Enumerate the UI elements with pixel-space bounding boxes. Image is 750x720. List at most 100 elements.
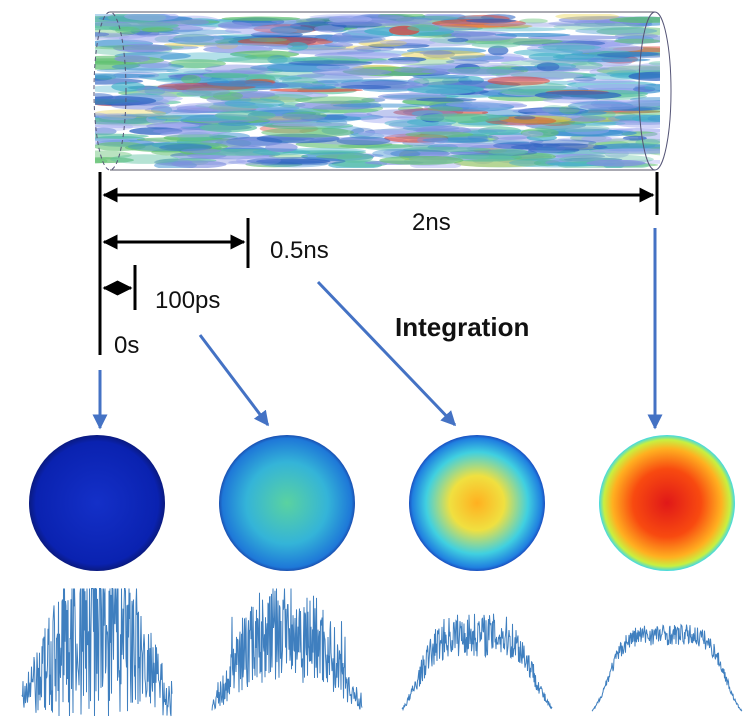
streak xyxy=(216,56,307,63)
streak xyxy=(95,112,107,118)
streak xyxy=(246,157,346,166)
streak xyxy=(379,39,436,46)
streak xyxy=(570,61,603,70)
streak xyxy=(256,158,331,164)
streak xyxy=(415,97,477,102)
intensity-profiles xyxy=(21,588,743,717)
streak xyxy=(114,55,151,63)
streak xyxy=(269,88,364,93)
time-label: 0s xyxy=(114,332,139,359)
streak xyxy=(281,111,327,120)
streak xyxy=(221,16,301,21)
annotation: Integration xyxy=(395,312,529,342)
streak xyxy=(465,18,517,23)
streak xyxy=(550,129,637,137)
streak xyxy=(530,139,597,146)
streak xyxy=(557,136,630,143)
streak xyxy=(609,16,660,23)
streak xyxy=(314,25,345,33)
streak xyxy=(336,136,391,146)
streak xyxy=(119,31,180,36)
arrows xyxy=(92,228,663,430)
time-label: 2ns xyxy=(412,209,451,236)
streak xyxy=(122,44,173,53)
streak xyxy=(407,84,484,94)
streak xyxy=(445,100,524,108)
streak xyxy=(553,22,645,31)
profile-curve xyxy=(591,623,743,712)
streak xyxy=(212,91,243,101)
streak xyxy=(153,123,200,128)
streak xyxy=(206,80,273,87)
streak xyxy=(326,35,386,44)
streak xyxy=(565,126,610,135)
streak xyxy=(534,124,610,132)
streak xyxy=(552,54,594,60)
streak xyxy=(168,62,222,69)
streak xyxy=(648,61,660,66)
streak xyxy=(167,33,224,43)
streak xyxy=(553,153,606,159)
streak xyxy=(278,147,367,154)
streak xyxy=(617,110,660,116)
streak xyxy=(594,44,644,52)
streak xyxy=(407,24,440,32)
streak xyxy=(573,76,597,82)
streak xyxy=(622,135,647,141)
streak xyxy=(555,14,619,20)
streak xyxy=(647,114,660,123)
streak xyxy=(534,90,622,100)
time-scale xyxy=(98,172,659,355)
streak xyxy=(575,27,658,35)
streak xyxy=(487,45,509,56)
speckle-images xyxy=(29,435,735,571)
streak xyxy=(141,27,174,33)
streak xyxy=(270,26,314,35)
streak xyxy=(203,43,293,50)
streak xyxy=(417,135,449,145)
streak xyxy=(168,59,226,69)
streak xyxy=(628,71,660,81)
streak xyxy=(498,115,572,124)
streak xyxy=(95,32,110,37)
streak xyxy=(415,113,510,123)
streak xyxy=(447,38,469,43)
streak xyxy=(157,29,242,35)
streak xyxy=(511,152,557,161)
streak xyxy=(95,109,167,118)
streak xyxy=(520,128,559,138)
streak xyxy=(543,80,577,86)
streak xyxy=(224,98,285,109)
streak xyxy=(429,101,515,112)
streak xyxy=(340,85,392,90)
streak xyxy=(98,113,137,121)
streak xyxy=(95,141,146,151)
streak xyxy=(159,131,219,138)
streak xyxy=(449,55,505,61)
streak xyxy=(166,68,213,74)
streak xyxy=(312,68,392,76)
streak xyxy=(180,148,222,154)
streak xyxy=(325,36,383,43)
streak xyxy=(542,97,599,104)
streak xyxy=(421,68,522,75)
streak xyxy=(419,50,453,55)
streak xyxy=(614,38,660,44)
streak xyxy=(442,154,521,159)
streak xyxy=(494,32,571,37)
streak xyxy=(115,26,141,35)
profile-curve xyxy=(211,588,363,711)
streak xyxy=(590,148,660,154)
streak xyxy=(218,121,251,126)
streak xyxy=(548,109,607,116)
streak xyxy=(614,32,659,40)
streak xyxy=(110,154,179,164)
streak xyxy=(236,155,281,166)
profile-curve xyxy=(21,588,173,717)
streak xyxy=(559,105,580,115)
streak xyxy=(95,20,178,27)
streak xyxy=(268,154,309,159)
time-label: 100ps xyxy=(155,287,220,314)
streak xyxy=(95,133,149,140)
streak xyxy=(519,18,548,24)
